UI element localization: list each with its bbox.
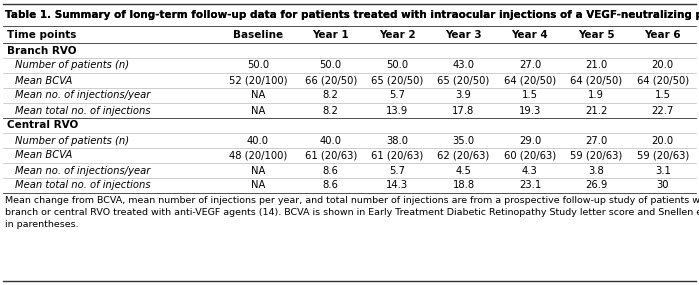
- Text: 21.0: 21.0: [585, 60, 607, 70]
- Text: 62 (20/63): 62 (20/63): [438, 150, 489, 160]
- Text: 1.9: 1.9: [589, 91, 605, 101]
- Text: 52 (20/100): 52 (20/100): [229, 76, 287, 86]
- Text: 50.0: 50.0: [386, 60, 408, 70]
- Text: 29.0: 29.0: [519, 135, 541, 146]
- Text: Mean no. of injections/year: Mean no. of injections/year: [15, 166, 150, 176]
- Text: Year 5: Year 5: [578, 30, 614, 40]
- Text: 20.0: 20.0: [651, 60, 674, 70]
- Text: 30: 30: [656, 180, 669, 190]
- Text: 65 (20/50): 65 (20/50): [371, 76, 423, 86]
- Text: 40.0: 40.0: [319, 135, 342, 146]
- Text: 5.7: 5.7: [389, 166, 405, 176]
- Text: 50.0: 50.0: [247, 60, 269, 70]
- Text: Year 6: Year 6: [644, 30, 681, 40]
- Text: Table 1. Summary of long-term follow-up data for patients treated with intraocul: Table 1. Summary of long-term follow-up …: [5, 10, 699, 20]
- Text: NA: NA: [251, 166, 265, 176]
- Text: Mean BCVA: Mean BCVA: [15, 150, 73, 160]
- Text: Mean total no. of injections: Mean total no. of injections: [15, 105, 150, 115]
- Text: 40.0: 40.0: [247, 135, 269, 146]
- Text: 22.7: 22.7: [651, 105, 674, 115]
- Text: 13.9: 13.9: [386, 105, 408, 115]
- Text: 3.9: 3.9: [456, 91, 471, 101]
- Text: 3.8: 3.8: [589, 166, 604, 176]
- Text: Central RVO: Central RVO: [7, 121, 78, 131]
- Text: 43.0: 43.0: [452, 60, 475, 70]
- Text: Year 4: Year 4: [512, 30, 548, 40]
- Text: 27.0: 27.0: [585, 135, 607, 146]
- Text: 61 (20/63): 61 (20/63): [305, 150, 356, 160]
- Text: Year 1: Year 1: [312, 30, 349, 40]
- Text: 59 (20/63): 59 (20/63): [570, 150, 623, 160]
- Text: 38.0: 38.0: [386, 135, 408, 146]
- Text: 64 (20/50): 64 (20/50): [570, 76, 622, 86]
- Text: 4.5: 4.5: [456, 166, 471, 176]
- Text: 64 (20/50): 64 (20/50): [504, 76, 556, 86]
- Text: 17.8: 17.8: [452, 105, 475, 115]
- Text: 8.2: 8.2: [323, 91, 338, 101]
- Text: 66 (20/50): 66 (20/50): [305, 76, 356, 86]
- Text: 19.3: 19.3: [519, 105, 541, 115]
- Text: 26.9: 26.9: [585, 180, 607, 190]
- Text: 61 (20/63): 61 (20/63): [371, 150, 423, 160]
- Text: 1.5: 1.5: [655, 91, 671, 101]
- Text: NA: NA: [251, 105, 265, 115]
- Text: Time points: Time points: [7, 30, 76, 40]
- Text: 4.3: 4.3: [522, 166, 538, 176]
- Text: 60 (20/63): 60 (20/63): [504, 150, 556, 160]
- Text: 1.5: 1.5: [522, 91, 538, 101]
- Text: 59 (20/63): 59 (20/63): [637, 150, 689, 160]
- Text: 65 (20/50): 65 (20/50): [438, 76, 489, 86]
- Text: 21.2: 21.2: [585, 105, 607, 115]
- Text: 5.7: 5.7: [389, 91, 405, 101]
- Text: 27.0: 27.0: [519, 60, 541, 70]
- Text: Number of patients (n): Number of patients (n): [15, 60, 129, 70]
- Text: 8.6: 8.6: [323, 166, 338, 176]
- Text: 8.6: 8.6: [323, 180, 338, 190]
- Text: 20.0: 20.0: [651, 135, 674, 146]
- Text: 3.1: 3.1: [655, 166, 671, 176]
- Text: 64 (20/50): 64 (20/50): [637, 76, 689, 86]
- Text: Baseline: Baseline: [233, 30, 283, 40]
- Text: Mean BCVA: Mean BCVA: [15, 76, 73, 86]
- Text: 48 (20/100): 48 (20/100): [229, 150, 287, 160]
- Text: Number of patients (n): Number of patients (n): [15, 135, 129, 146]
- Text: Branch RVO: Branch RVO: [7, 46, 76, 56]
- Text: 35.0: 35.0: [452, 135, 475, 146]
- Text: 18.8: 18.8: [452, 180, 475, 190]
- Text: Table 1. Summary of long-term follow-up data for patients treated with intraocul: Table 1. Summary of long-term follow-up …: [5, 10, 699, 20]
- Text: Mean total no. of injections: Mean total no. of injections: [15, 180, 150, 190]
- Text: Year 2: Year 2: [379, 30, 415, 40]
- Text: 14.3: 14.3: [386, 180, 408, 190]
- Text: NA: NA: [251, 180, 265, 190]
- Text: NA: NA: [251, 91, 265, 101]
- Text: Year 3: Year 3: [445, 30, 482, 40]
- Text: 23.1: 23.1: [519, 180, 541, 190]
- Text: Mean change from BCVA, mean number of injections per year, and total number of i: Mean change from BCVA, mean number of in…: [5, 196, 699, 229]
- Text: 50.0: 50.0: [319, 60, 342, 70]
- Text: Mean no. of injections/year: Mean no. of injections/year: [15, 91, 150, 101]
- Text: 8.2: 8.2: [323, 105, 338, 115]
